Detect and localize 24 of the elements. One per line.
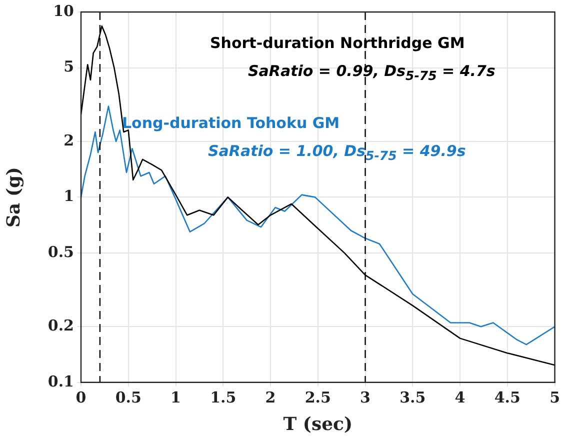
- annotation: SaRatio = 0.99, Ds$_{5-75}$ = 4.7s: [248, 62, 496, 83]
- x-tick-label: 2: [265, 388, 276, 406]
- x-tick-label: 1.5: [210, 388, 236, 406]
- x-tick-label: 0.5: [115, 388, 142, 406]
- x-tick-label: 3: [360, 388, 370, 406]
- x-tick-label: 0: [76, 388, 86, 406]
- annotation: Short-duration Northridge GM: [210, 34, 465, 52]
- y-tick-label: 10: [53, 2, 74, 20]
- y-axis-title: Sa (g): [3, 166, 24, 228]
- x-tick-label: 4: [454, 388, 466, 406]
- y-tick-label: 1: [64, 187, 74, 206]
- annotation: Long-duration Tohoku GM: [122, 114, 340, 132]
- x-tick-label: 5: [550, 388, 560, 406]
- annotation: SaRatio = 1.00, Ds$_{5-75}$ = 49.9s: [208, 142, 466, 163]
- x-tick-label: 2.5: [304, 388, 331, 406]
- x-tick-label: 3.5: [400, 388, 426, 406]
- x-axis-title: T (sec): [283, 414, 353, 435]
- y-tick-label: 2: [64, 131, 74, 150]
- y-tick-label: 0.2: [48, 316, 74, 335]
- x-tick-label: 1: [170, 388, 181, 406]
- x-tick-label: 4.5: [494, 388, 520, 406]
- y-tick-label: 0.5: [48, 242, 74, 261]
- y-tick-label: 0.1: [48, 372, 74, 390]
- y-tick-label: 5: [64, 58, 74, 76]
